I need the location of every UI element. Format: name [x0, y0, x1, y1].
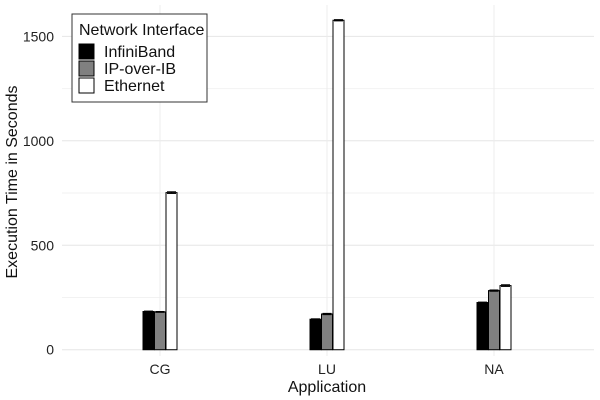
bar-infiniband-na — [476, 302, 489, 351]
legend-label-ethernet: Ethernet — [104, 78, 165, 95]
bar-ethernet-na — [499, 285, 512, 351]
x-tick-label: LU — [318, 361, 336, 377]
bar-ethernet-cg — [165, 192, 178, 351]
bar-ip-over-ib-na — [488, 290, 500, 351]
bar-ip-over-ib-cg — [154, 311, 166, 351]
legend-swatch-ethernet — [78, 77, 95, 94]
legend: Network Interface InfiniBandIP-over-IBEt… — [71, 13, 208, 103]
bar-ip-over-ib-lu — [321, 313, 333, 351]
x-tick-label: CG — [150, 361, 171, 377]
bar-infiniband-lu — [309, 318, 322, 351]
bar-ethernet-lu — [332, 19, 345, 351]
legend-title: Network Interface — [79, 22, 204, 39]
legend-label-infiniband: InfiniBand — [104, 44, 175, 61]
y-tick-label: 1000 — [23, 133, 54, 149]
x-tick-label: NA — [484, 361, 504, 377]
y-tick-label: 0 — [46, 342, 54, 358]
y-axis-title: Execution Time in Seconds — [4, 86, 21, 279]
bar-infiniband-cg — [142, 310, 155, 351]
legend-swatch-infiniband — [78, 43, 95, 60]
y-tick-label: 500 — [31, 237, 55, 253]
x-axis-title: Application — [288, 379, 366, 396]
legend-label-ip-over-ib: IP-over-IB — [104, 61, 176, 78]
y-tick-label: 1500 — [23, 28, 54, 44]
legend-swatch-ip-over-ib — [78, 60, 95, 77]
tick-labels: 0 500 1000 1500 CG LU NA — [23, 28, 505, 377]
bars — [142, 19, 512, 351]
